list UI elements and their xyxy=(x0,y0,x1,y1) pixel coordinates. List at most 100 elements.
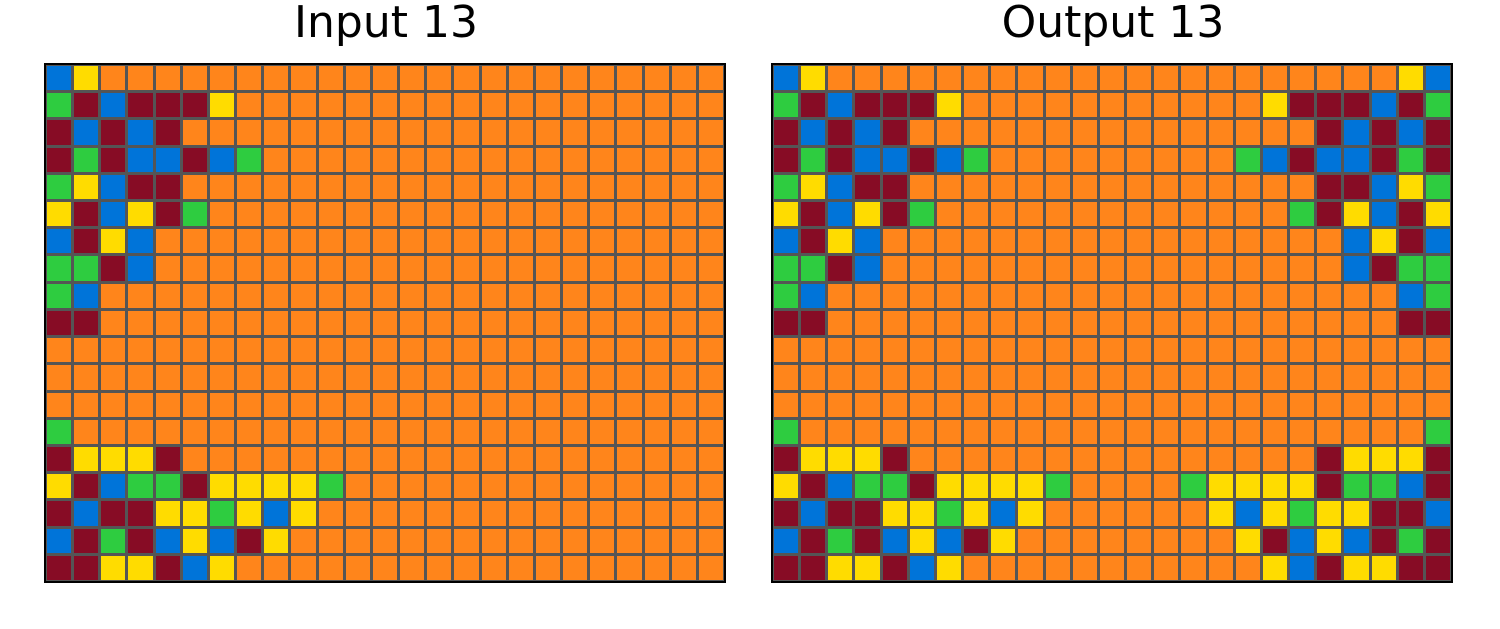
grid-cell xyxy=(1127,447,1151,471)
grid-cell xyxy=(590,175,614,199)
grid-cell xyxy=(1263,284,1287,308)
grid-cell xyxy=(1399,120,1423,144)
grid-cell xyxy=(991,66,1015,90)
grid-cell xyxy=(774,284,798,308)
grid-cell xyxy=(373,202,397,226)
grid-cell xyxy=(1018,93,1042,117)
grid-cell xyxy=(1317,120,1341,144)
output-panel: Output 13 xyxy=(771,0,1455,629)
grid-cell xyxy=(937,529,961,553)
grid-cell xyxy=(1344,66,1368,90)
grid-cell xyxy=(1154,447,1178,471)
grid-cell xyxy=(1209,93,1233,117)
grid-cell xyxy=(210,420,234,444)
grid-cell xyxy=(964,175,988,199)
grid-cell xyxy=(1046,202,1070,226)
grid-cell xyxy=(828,420,852,444)
grid-cell xyxy=(1100,93,1124,117)
grid-cell xyxy=(883,175,907,199)
grid-cell xyxy=(1344,148,1368,172)
grid-cell xyxy=(74,420,98,444)
grid-cell xyxy=(590,229,614,253)
grid-cell xyxy=(156,256,180,280)
grid-cell xyxy=(128,474,152,498)
grid-cell xyxy=(563,202,587,226)
grid-cell xyxy=(128,447,152,471)
grid-cell xyxy=(291,338,315,362)
grid-cell xyxy=(590,120,614,144)
grid-cell xyxy=(346,256,370,280)
grid-cell xyxy=(801,311,825,335)
grid-cell xyxy=(183,474,207,498)
grid-cell xyxy=(1290,202,1314,226)
grid-cell xyxy=(1399,311,1423,335)
grid-cell xyxy=(1372,311,1396,335)
grid-cell xyxy=(427,66,451,90)
grid-cell xyxy=(1018,420,1042,444)
grid-cell xyxy=(74,120,98,144)
grid-cell xyxy=(454,338,478,362)
grid-cell xyxy=(1290,447,1314,471)
grid-cell xyxy=(1344,202,1368,226)
grid-cell xyxy=(563,556,587,580)
grid-cell xyxy=(1317,66,1341,90)
grid-cell xyxy=(617,93,641,117)
grid-cell xyxy=(563,447,587,471)
grid-cell xyxy=(346,175,370,199)
grid-cell xyxy=(1344,175,1368,199)
grid-cell xyxy=(1317,501,1341,525)
grid-cell xyxy=(1372,556,1396,580)
grid-cell xyxy=(1236,420,1260,444)
grid-cell xyxy=(319,556,343,580)
grid-cell xyxy=(645,284,669,308)
grid-cell xyxy=(1372,447,1396,471)
grid-cell xyxy=(1236,556,1260,580)
grid-cell xyxy=(1181,148,1205,172)
grid-cell xyxy=(210,393,234,417)
grid-cell xyxy=(991,311,1015,335)
grid-cell xyxy=(1236,175,1260,199)
grid-cell xyxy=(1344,120,1368,144)
grid-cell xyxy=(319,420,343,444)
grid-cell xyxy=(1127,311,1151,335)
grid-cell xyxy=(427,93,451,117)
grid-cell xyxy=(291,501,315,525)
grid-cell xyxy=(509,311,533,335)
grid-cell xyxy=(536,338,560,362)
grid-cell xyxy=(509,66,533,90)
grid-cell xyxy=(1290,120,1314,144)
grid-cell xyxy=(1263,311,1287,335)
grid-cell xyxy=(210,284,234,308)
grid-cell xyxy=(346,420,370,444)
grid-cell xyxy=(482,447,506,471)
grid-cell xyxy=(774,175,798,199)
grid-cell xyxy=(699,175,723,199)
grid-cell xyxy=(1046,148,1070,172)
grid-cell xyxy=(1263,365,1287,389)
grid-cell xyxy=(1100,338,1124,362)
grid-cell xyxy=(74,447,98,471)
grid-cell xyxy=(346,66,370,90)
grid-cell xyxy=(264,120,288,144)
grid-cell xyxy=(1100,202,1124,226)
grid-cell xyxy=(672,148,696,172)
grid-cell xyxy=(1236,447,1260,471)
grid-cell xyxy=(1018,66,1042,90)
grid-cell xyxy=(509,474,533,498)
grid-cell xyxy=(645,529,669,553)
grid-cell xyxy=(801,474,825,498)
grid-cell xyxy=(74,393,98,417)
grid-cell xyxy=(101,501,125,525)
grid-cell xyxy=(1154,556,1178,580)
grid-cell xyxy=(264,311,288,335)
grid-cell xyxy=(1317,256,1341,280)
grid-cell xyxy=(319,447,343,471)
grid-cell xyxy=(101,66,125,90)
grid-cell xyxy=(509,175,533,199)
grid-cell xyxy=(1181,447,1205,471)
grid-cell xyxy=(1127,120,1151,144)
grid-cell xyxy=(1426,256,1450,280)
grid-cell xyxy=(672,120,696,144)
grid-cell xyxy=(617,556,641,580)
grid-cell xyxy=(74,501,98,525)
